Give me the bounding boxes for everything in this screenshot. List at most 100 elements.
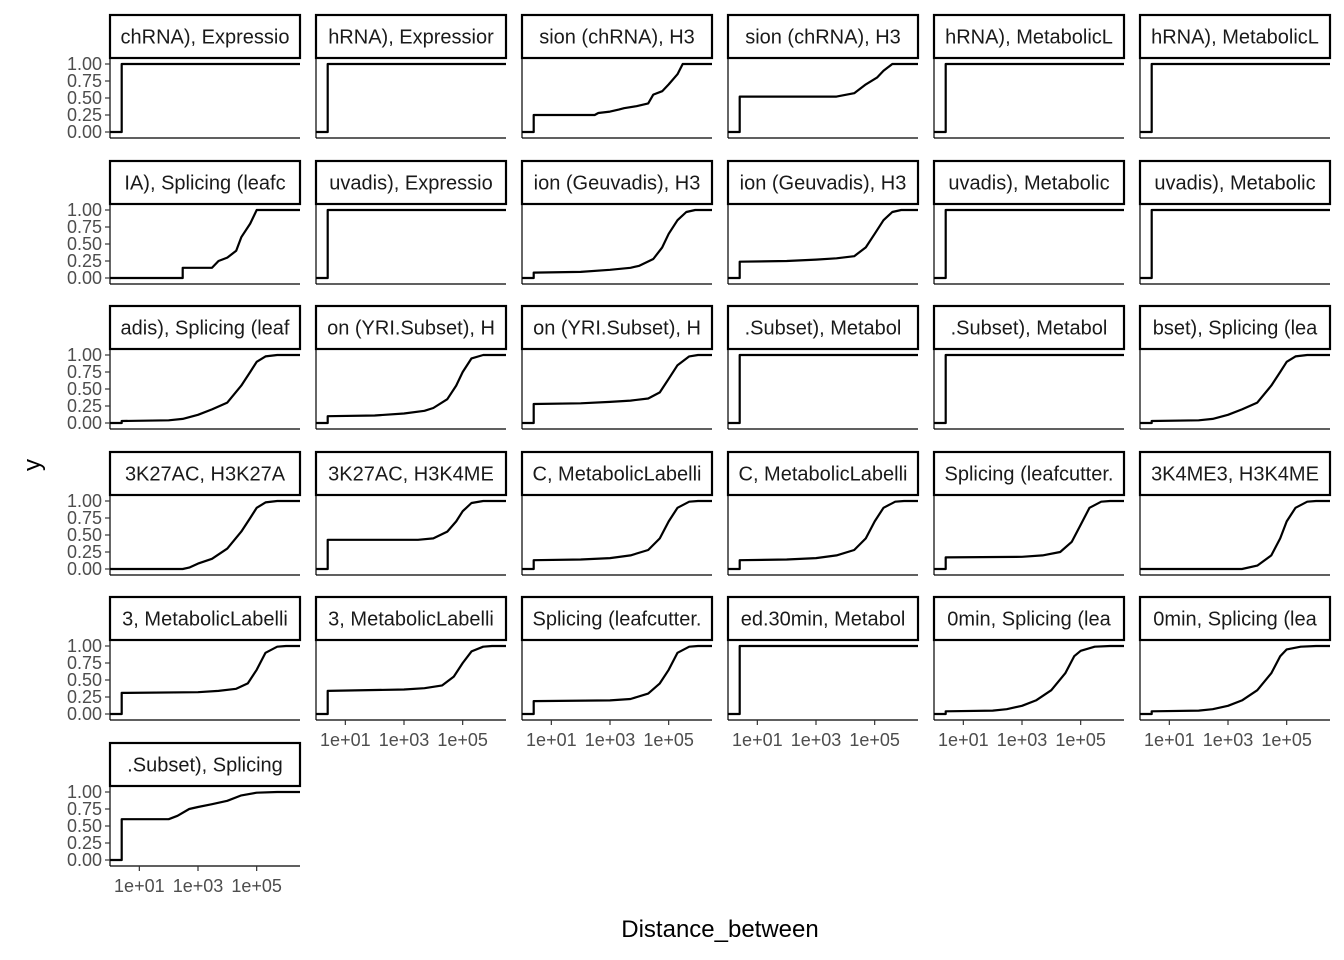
facet-panel: uvadis), Metabolic <box>1138 159 1332 285</box>
ecdf-line <box>522 353 712 425</box>
facet-panel: hRNA), MetabolicL <box>932 13 1126 139</box>
ecdf-line <box>934 62 1124 134</box>
facet-strip-label: Splicing (leafcutter. <box>945 464 1114 486</box>
y-tick-label: 1.00 <box>67 200 102 220</box>
facet-strip <box>932 13 1126 60</box>
facet-strip <box>726 450 920 497</box>
x-tick-label: 1e+05 <box>231 876 282 896</box>
facet-panel: ed.30min, Metabol 1e+01 1e+03 1e+05 <box>726 595 920 750</box>
x-tick-label: 1e+05 <box>437 730 488 750</box>
y-tick-label: 0.25 <box>67 833 102 853</box>
facet-strip <box>1138 13 1332 60</box>
y-tick-label: 1.00 <box>67 54 102 74</box>
facet-strip <box>108 159 302 206</box>
facet-strip-label: 0min, Splicing (lea <box>1153 609 1317 631</box>
y-tick-label: 0.00 <box>67 850 102 870</box>
x-tick-label: 1e+03 <box>173 876 224 896</box>
facet-strip-label: 3K4ME3, H3K4ME <box>1151 464 1319 486</box>
y-tick-label: 0.00 <box>67 559 102 579</box>
facet-panel: 3K4ME3, H3K4ME <box>1138 450 1332 576</box>
facet-panel: sion (chRNA), H3 <box>520 13 714 139</box>
facet-strip <box>314 450 508 497</box>
x-tick-label: 1e+03 <box>997 730 1048 750</box>
facet-panel: ion (Geuvadis), H3 <box>520 159 714 285</box>
y-tick-label: 0.50 <box>67 670 102 690</box>
ecdf-line <box>110 353 300 425</box>
y-tick-label: 0.00 <box>67 704 102 724</box>
facet-panel: chRNA), Expressio 0.000.250.500.751.00 <box>67 13 302 142</box>
facet-strip <box>520 304 714 351</box>
facet-strip <box>314 13 508 60</box>
ecdf-line <box>316 353 506 425</box>
x-tick-label: 1e+05 <box>1055 730 1106 750</box>
y-tick-label: 0.00 <box>67 413 102 433</box>
facet-panel: bset), Splicing (lea <box>1138 304 1332 430</box>
facet-panel: adis), Splicing (leaf 0.000.250.500.751.0… <box>67 304 302 433</box>
y-tick-label: 0.75 <box>67 508 102 528</box>
facet-panel: uvadis), Expressio <box>314 159 508 285</box>
y-tick-label: 0.25 <box>67 687 102 707</box>
facet-strip <box>520 159 714 206</box>
ecdf-line <box>522 644 712 716</box>
x-tick-label: 1e+05 <box>1261 730 1312 750</box>
y-tick-label: 0.75 <box>67 217 102 237</box>
facet-strip-label: chRNA), Expressio <box>121 27 290 49</box>
ecdf-line <box>1140 499 1330 571</box>
facet-panel: .Subset), Metabol <box>932 304 1126 430</box>
facet-strip-label: on (YRI.Subset), H <box>327 318 495 340</box>
facet-panel: hRNA), MetabolicL <box>1138 13 1332 139</box>
y-tick-label: 0.00 <box>67 268 102 288</box>
y-tick-label: 0.25 <box>67 251 102 271</box>
facet-panel: IA), Splicing (leafc 0.000.250.500.751.00 <box>67 159 302 288</box>
ecdf-line <box>1140 353 1330 425</box>
facet-strip <box>108 304 302 351</box>
facet-strip <box>1138 595 1332 642</box>
facet-panel: uvadis), Metabolic <box>932 159 1126 285</box>
facet-strip <box>932 595 1126 642</box>
facet-strip <box>726 595 920 642</box>
facet-strip <box>108 741 302 788</box>
ecdf-line <box>522 208 712 280</box>
facet-strip <box>314 595 508 642</box>
facet-strip <box>932 159 1126 206</box>
facet-strip <box>726 13 920 60</box>
y-tick-label: 0.25 <box>67 396 102 416</box>
facet-panel: 3K27AC, H3K4ME <box>314 450 508 576</box>
y-tick-label: 0.50 <box>67 816 102 836</box>
ecdf-line <box>728 644 918 716</box>
facet-strip <box>726 159 920 206</box>
ecdf-line <box>934 208 1124 280</box>
facet-strip <box>1138 304 1332 351</box>
ecdf-line <box>110 62 300 134</box>
y-tick-label: 0.50 <box>67 88 102 108</box>
facet-strip <box>108 13 302 60</box>
facet-strip <box>520 595 714 642</box>
ecdf-line <box>110 499 300 571</box>
facet-panel: C, MetabolicLabelli <box>520 450 714 576</box>
facet-panel: 0min, Splicing (lea 1e+01 1e+03 1e+05 <box>932 595 1126 750</box>
facet-strip <box>1138 159 1332 206</box>
facet-strip-label: hRNA), MetabolicL <box>945 27 1113 49</box>
facet-strip-label: ion (Geuvadis), H3 <box>534 173 701 195</box>
facet-strip-label: .Subset), Metabol <box>745 318 902 340</box>
x-tick-label: 1e+01 <box>526 730 577 750</box>
facet-strip-label: sion (chRNA), H3 <box>745 27 901 49</box>
ecdf-line <box>934 644 1124 716</box>
facet-strip <box>108 450 302 497</box>
y-tick-label: 0.50 <box>67 525 102 545</box>
y-tick-label: 0.50 <box>67 379 102 399</box>
x-tick-label: 1e+03 <box>585 730 636 750</box>
ecdf-line <box>728 499 918 571</box>
facet-strip-label: uvadis), Expressio <box>329 173 492 195</box>
facet-strip <box>932 450 1126 497</box>
ecdf-line <box>522 62 712 134</box>
facet-strip-label: 0min, Splicing (lea <box>947 609 1111 631</box>
facet-strip-label: 3K27AC, H3K27A <box>125 464 286 486</box>
x-tick-label: 1e+03 <box>1203 730 1254 750</box>
ecdf-line <box>316 499 506 571</box>
x-tick-label: 1e+03 <box>791 730 842 750</box>
facet-panel: ion (Geuvadis), H3 <box>726 159 920 285</box>
facet-strip-label: 3K27AC, H3K4ME <box>328 464 494 486</box>
x-tick-label: 1e+05 <box>643 730 694 750</box>
y-tick-label: 1.00 <box>67 636 102 656</box>
